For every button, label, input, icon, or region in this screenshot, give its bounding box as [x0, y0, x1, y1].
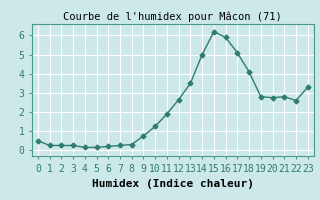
Title: Courbe de l'humidex pour Mâcon (71): Courbe de l'humidex pour Mâcon (71)	[63, 11, 282, 22]
X-axis label: Humidex (Indice chaleur): Humidex (Indice chaleur)	[92, 179, 254, 189]
